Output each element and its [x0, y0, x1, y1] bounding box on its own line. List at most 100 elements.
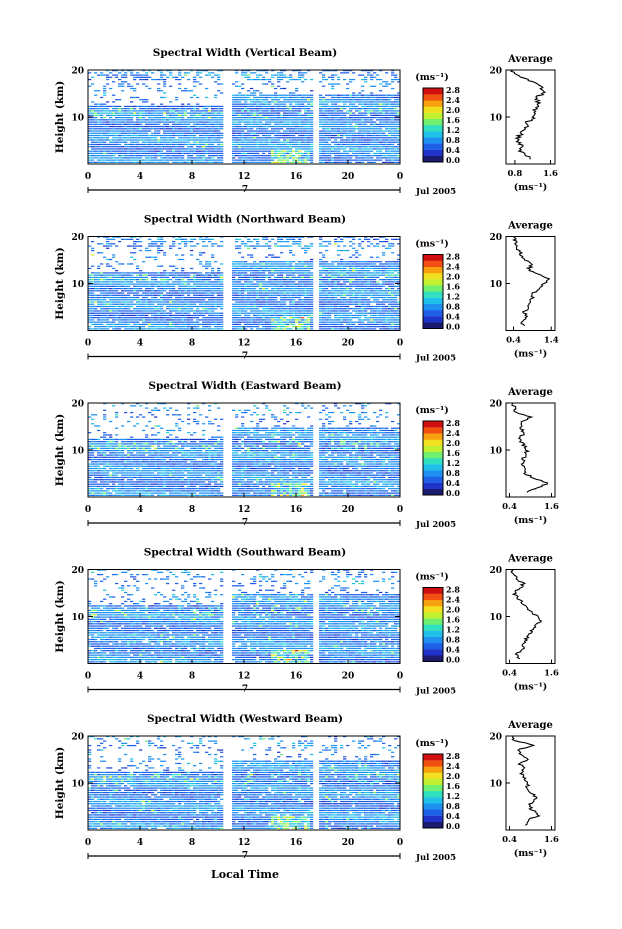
heatmap-cell	[343, 108, 347, 110]
heatmap-cell	[235, 294, 239, 296]
heatmap-cell	[298, 130, 302, 132]
heatmap-cell	[286, 312, 290, 314]
heatmap-cell	[337, 96, 341, 99]
heatmap-cell	[211, 292, 215, 294]
heatmap-cell	[214, 161, 218, 163]
heatmap-cell	[214, 317, 218, 319]
heatmap-cell	[286, 137, 290, 139]
heatmap-cell	[121, 290, 125, 292]
heatmap-cell	[298, 296, 302, 299]
heatmap-cell	[292, 310, 296, 312]
heatmap-cell	[139, 294, 143, 296]
heatmap-cell	[265, 290, 269, 292]
heatmap-cell	[97, 317, 101, 319]
heatmap-cell	[274, 285, 278, 287]
heatmap-cell	[169, 310, 173, 312]
heatmap-cell	[241, 99, 245, 101]
heatmap-cell	[211, 152, 215, 155]
heatmap-cell	[109, 305, 113, 308]
heatmap-cell	[208, 328, 212, 330]
heatmap-cell	[250, 299, 254, 301]
heatmap-cell	[94, 94, 98, 96]
heatmap-cell	[301, 101, 305, 103]
heatmap-cell	[349, 319, 353, 321]
heatmap-cell	[130, 105, 134, 108]
heatmap-cell	[373, 125, 377, 128]
heatmap-cell	[271, 110, 275, 112]
heatmap-cell	[121, 139, 125, 141]
heatmap-cell	[184, 296, 188, 299]
heatmap-cell	[124, 117, 128, 119]
heatmap-cell	[94, 105, 98, 108]
heatmap-cell	[346, 101, 350, 103]
heatmap-cell	[172, 159, 176, 161]
heatmap-cell	[154, 155, 158, 157]
heatmap-cell	[184, 323, 188, 326]
heatmap-cell	[112, 323, 116, 326]
heatmap-cell	[286, 94, 290, 96]
profile-y-tick-label: 20	[489, 67, 502, 77]
heatmap-cell	[124, 157, 128, 159]
heatmap-cell	[199, 290, 203, 292]
heatmap-cell	[181, 296, 185, 299]
heatmap-cell	[124, 148, 128, 150]
heatmap-cell	[352, 134, 356, 137]
heatmap-cell	[265, 303, 269, 305]
heatmap-cell	[253, 78, 257, 81]
heatmap-cell	[256, 132, 260, 134]
heatmap-cell	[256, 308, 260, 310]
heatmap-cell	[388, 148, 392, 150]
heatmap-cell	[244, 308, 248, 310]
heatmap-cell	[193, 119, 197, 121]
heatmap-cell	[178, 83, 182, 85]
heatmap-cell	[340, 321, 344, 323]
heatmap-cell	[331, 87, 335, 90]
heatmap-cell	[184, 152, 188, 155]
heatmap-cell	[91, 117, 95, 119]
heatmap-cell	[154, 139, 158, 141]
heatmap-cell	[208, 308, 212, 310]
heatmap-cell	[157, 301, 161, 303]
heatmap-cell	[151, 310, 155, 312]
heatmap-cell	[325, 110, 329, 112]
heatmap-cell	[112, 294, 116, 296]
heatmap-cell	[331, 287, 335, 290]
heatmap-cell	[325, 137, 329, 139]
heatmap-cell	[97, 294, 101, 296]
heatmap-cell	[391, 301, 395, 303]
heatmap-cell	[301, 326, 305, 328]
heatmap-cell	[178, 312, 182, 314]
heatmap-cell	[220, 328, 224, 330]
heatmap-cell	[319, 119, 323, 121]
heatmap-cell	[241, 299, 245, 301]
heatmap-cell	[208, 287, 212, 290]
heatmap-cell	[211, 117, 215, 119]
heatmap-cell	[271, 287, 275, 290]
heatmap-cell	[118, 305, 122, 308]
heatmap-cell	[343, 328, 347, 330]
heatmap-cell	[298, 152, 302, 155]
heatmap-cell	[286, 310, 290, 312]
heatmap-cell	[157, 299, 161, 301]
heatmap-cell	[271, 157, 275, 159]
heatmap-cell	[211, 287, 215, 290]
heatmap-cell	[172, 123, 176, 125]
heatmap-cell	[391, 148, 395, 150]
heatmap-cell	[325, 139, 329, 141]
heatmap-cell	[106, 296, 110, 299]
heatmap-cell	[340, 161, 344, 163]
heatmap-cell	[364, 121, 368, 123]
heatmap-cell	[160, 74, 164, 76]
heatmap-cell	[196, 317, 200, 319]
profile-frame	[505, 69, 556, 165]
heatmap-cell	[259, 96, 263, 99]
heatmap-cell	[142, 117, 146, 119]
heatmap-cell	[364, 312, 368, 314]
heatmap-cell	[100, 319, 104, 321]
heatmap-cell	[190, 139, 194, 141]
heatmap-cell	[259, 161, 263, 163]
profile-x-label: (ms⁻¹)	[514, 182, 548, 193]
heatmap-cell	[271, 85, 275, 87]
heatmap-cell	[388, 301, 392, 303]
heatmap-cell	[349, 296, 353, 299]
